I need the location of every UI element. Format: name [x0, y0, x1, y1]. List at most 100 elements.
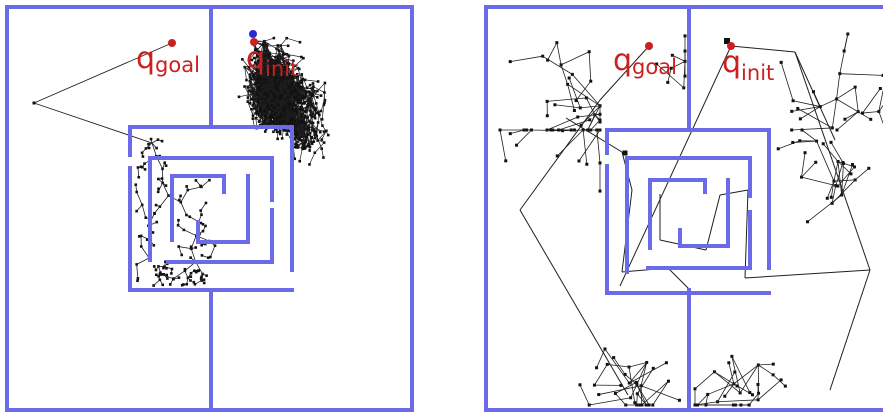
tree-node	[272, 130, 275, 134]
tree-node	[270, 85, 273, 89]
tree-node	[733, 370, 737, 374]
tree-node	[311, 93, 314, 96]
tree-node	[579, 123, 583, 127]
left-init-label: qinit	[246, 41, 298, 81]
right-goal-label-main: q	[613, 43, 632, 78]
tree-node	[300, 135, 303, 138]
tree-node	[290, 91, 293, 94]
tree-node	[263, 110, 267, 113]
tree-node	[291, 71, 295, 75]
tree-node	[304, 137, 308, 141]
tree-edge	[33, 102, 153, 144]
tree-edge	[837, 161, 852, 175]
tree-node	[313, 136, 317, 140]
tree-node	[293, 137, 296, 140]
tree-node	[574, 99, 578, 103]
tree-node	[265, 91, 268, 95]
tree-edge	[321, 130, 327, 140]
tree-edge	[556, 42, 562, 65]
tree-node	[277, 82, 281, 86]
tree-node	[278, 115, 282, 118]
tree-edge	[656, 63, 685, 89]
tree-node	[276, 88, 280, 92]
tree-node	[194, 179, 198, 182]
tree-edge	[292, 113, 302, 117]
tree-node	[252, 74, 256, 78]
tree-node	[297, 107, 300, 111]
tree-edge	[301, 132, 305, 144]
tree-node	[262, 92, 266, 96]
right-init-label-main: q	[722, 45, 741, 80]
tree-node	[829, 195, 833, 199]
tree-node	[269, 89, 273, 93]
tree-edge	[249, 90, 252, 104]
tree-node	[300, 106, 303, 109]
tree-node	[289, 118, 292, 122]
tree-edge	[792, 100, 821, 107]
tree-edge	[284, 84, 292, 93]
tree-node	[278, 106, 282, 110]
tree-node	[269, 71, 273, 74]
tree-node	[202, 278, 206, 282]
tree-edge	[275, 87, 280, 100]
tree-edge	[282, 55, 286, 68]
tree-node	[771, 362, 775, 366]
tree-node	[294, 109, 298, 113]
tree-node	[160, 139, 164, 143]
tree-node	[241, 58, 244, 61]
tree-node	[186, 188, 190, 192]
tree-edge	[801, 152, 806, 178]
tree-node	[258, 85, 261, 89]
tree-node	[289, 70, 292, 73]
tree-edge	[772, 374, 786, 387]
tree-node	[806, 220, 810, 224]
tree-node	[748, 391, 752, 395]
tree-node	[677, 398, 681, 402]
tree-edge	[263, 61, 269, 74]
tree-node	[266, 94, 270, 98]
tree-node	[304, 90, 308, 94]
tree-node	[261, 101, 265, 105]
tree-node	[154, 268, 158, 272]
tree-node	[821, 142, 825, 146]
tree-node	[286, 93, 290, 96]
tree-edge	[588, 51, 592, 82]
right-panel: qgoal qinit	[484, 5, 883, 412]
tree-node	[204, 201, 208, 205]
tree-node	[567, 76, 571, 80]
tree-edge	[841, 164, 853, 196]
tree-node	[257, 69, 261, 73]
tree-edge	[667, 267, 691, 291]
tree-node	[271, 99, 275, 102]
tree-edge	[136, 191, 143, 206]
tree-edge	[560, 64, 568, 85]
tree-node	[289, 114, 292, 117]
tree-edge	[295, 122, 304, 131]
tree-edge	[265, 96, 269, 106]
tree-node	[249, 73, 252, 76]
tree-node	[255, 68, 258, 71]
tree-node	[275, 85, 279, 89]
tree-node	[252, 101, 255, 105]
tree-edge	[284, 76, 293, 85]
tree-node	[298, 136, 302, 139]
left-init-marker-blue	[249, 30, 257, 38]
tree-node	[177, 218, 180, 222]
tree-node	[266, 103, 270, 107]
tree-node	[296, 122, 300, 126]
tree-node	[180, 253, 184, 257]
tree-node	[313, 90, 316, 93]
tree-edge	[831, 185, 837, 204]
tree-node	[290, 84, 293, 88]
tree-node	[199, 184, 202, 188]
tree-node	[274, 128, 277, 131]
tree-node	[276, 137, 279, 141]
right-tree	[498, 32, 883, 407]
tree-edge	[256, 50, 265, 62]
tree-node	[272, 72, 275, 75]
tree-node	[271, 110, 274, 114]
tree-node	[300, 81, 304, 85]
tree-edge	[640, 385, 643, 406]
tree-node	[295, 124, 298, 128]
